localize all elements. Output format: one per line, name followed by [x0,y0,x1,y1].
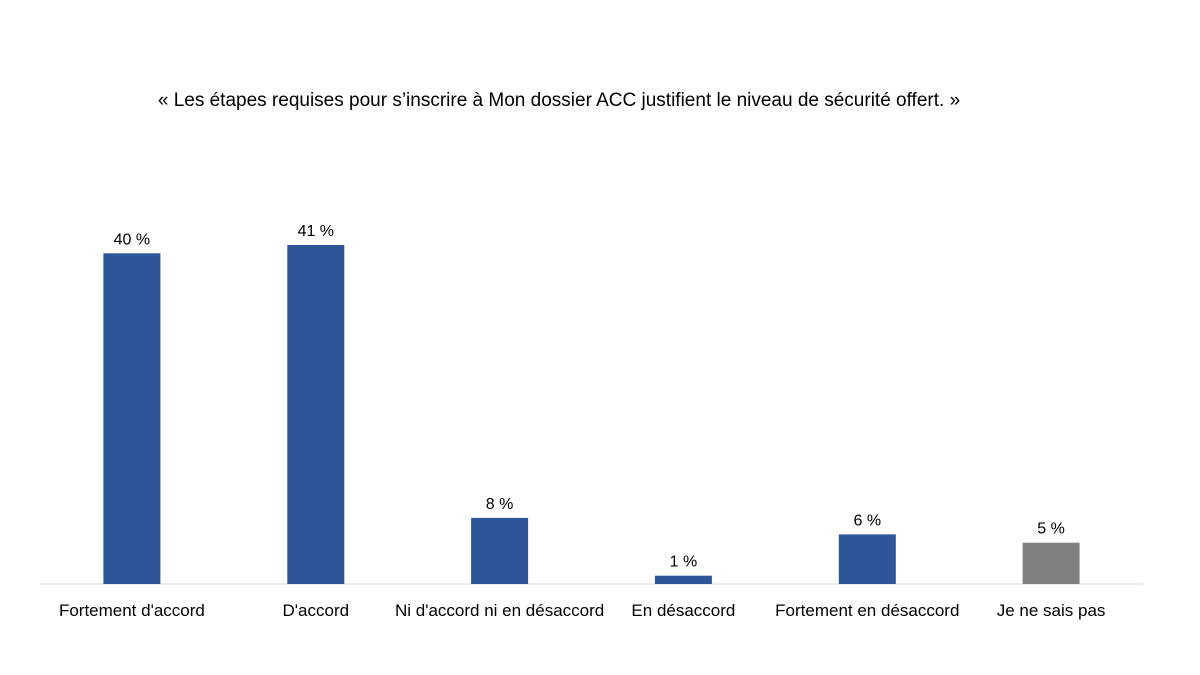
data-label-5: 5 % [1037,521,1065,538]
bar-0 [103,253,161,585]
data-label-1: 41 % [298,223,334,240]
category-label-2: Ni d'accord ni en désaccord [395,601,604,620]
bar-5 [1022,542,1080,584]
data-label-2: 8 % [486,496,514,513]
category-labels-group: Fortement d'accord D'accord Ni d'accord ni… [59,601,1106,620]
data-label-3: 1 % [670,554,698,571]
bar-2 [471,517,529,584]
bar-4 [838,534,896,584]
data-label-4: 6 % [854,512,882,529]
data-label-0: 40 % [114,231,150,248]
data-labels-group: 40 % 41 % 8 % 1 % 6 % 5 % [114,223,1065,571]
bar-1 [287,245,345,584]
category-label-0: Fortement d'accord [59,601,205,620]
bars-group [103,245,1080,585]
category-label-3: En désaccord [631,601,735,620]
bar-3 [654,575,712,584]
category-label-5: Je ne sais pas [997,601,1106,620]
category-label-4: Fortement en désaccord [775,601,959,620]
category-label-1: D'accord [283,601,350,620]
chart-title: « Les étapes requises pour s’inscrire à … [158,90,960,111]
